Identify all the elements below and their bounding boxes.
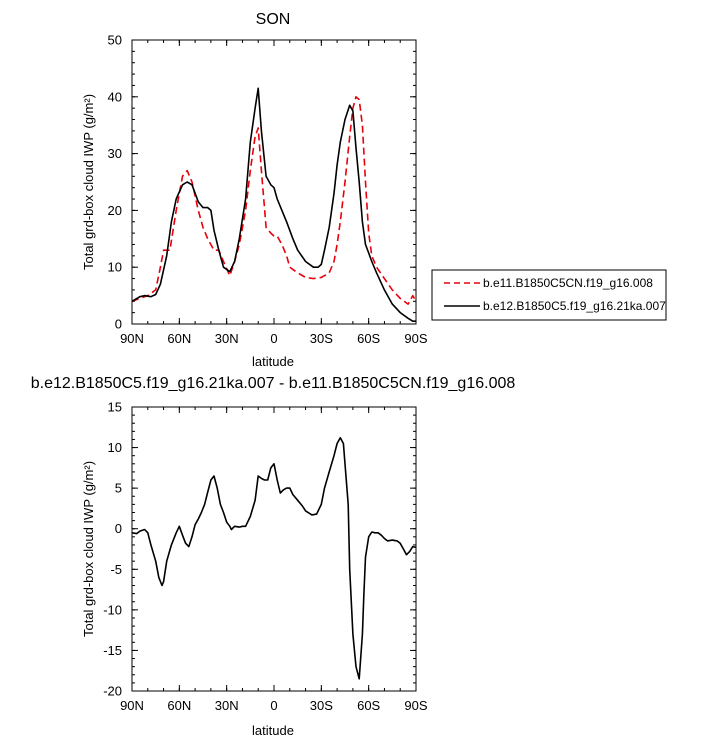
legend: b.e11.B1850C5CN.f19_g16.008 b.e12.B1850C…	[431, 269, 667, 321]
y-tick-label-top: 20	[108, 203, 122, 218]
series-group-top	[131, 87, 417, 323]
y-tick-label-bottom: -20	[103, 684, 122, 699]
y-tick-label-top: 0	[115, 317, 122, 332]
y-tick-label-bottom: -5	[110, 562, 122, 577]
series-group-bottom	[131, 436, 417, 680]
y-tick-label-bottom: 15	[108, 400, 122, 415]
x-axis-title-top: latitude	[252, 354, 294, 369]
x-tick-label-top: 30S	[310, 331, 333, 346]
legend-label-0: b.e11.B1850C5CN.f19_g16.008	[483, 276, 653, 290]
x-tick-label-top: 60S	[357, 331, 380, 346]
x-tick-label-bottom: 90S	[404, 698, 427, 713]
x-tick-label-top: 60N	[167, 331, 191, 346]
plot-frame-top	[131, 39, 417, 325]
y-tick-label-top: 10	[108, 260, 122, 275]
x-tick-label-top: 30N	[215, 331, 239, 346]
y-tick-label-top: 30	[108, 146, 122, 161]
series-line-top-1	[131, 87, 416, 323]
x-tick-label-top: 90S	[404, 331, 427, 346]
x-tick-label-bottom: 30S	[310, 698, 333, 713]
y-tick-label-top: 40	[108, 89, 122, 104]
plot-frame-bottom	[131, 406, 417, 692]
ticks-bottom: 90N 60N 30N 0 30S 60S 90S 15 10 5 0 -5 -10 -15 -20	[103, 400, 428, 714]
y-tick-label-bottom: 5	[115, 481, 122, 496]
panel-title-bottom: b.e12.B1850C5.f19_g16.21ka.007 - b.e11.B…	[31, 375, 516, 392]
bottom-panel: b.e12.B1850C5.f19_g16.21ka.007 - b.e11.B…	[31, 375, 516, 738]
x-axis-title-bottom: latitude	[252, 723, 294, 738]
y-tick-label-top: 50	[108, 33, 122, 48]
y-axis-title-bottom: Total grd-box cloud IWP (g/m²)	[81, 461, 96, 637]
x-tick-label-bottom: 30N	[215, 698, 239, 713]
x-tick-label-bottom: 0	[270, 698, 277, 713]
ticks-top: 90N 60N 30N 0 30S 60S 90S 0 10 20 30 40 50	[108, 33, 428, 347]
y-tick-label-bottom: 10	[108, 440, 122, 455]
y-tick-label-bottom: 0	[115, 521, 122, 536]
legend-box	[431, 269, 667, 321]
series-line-bottom-0	[131, 436, 417, 680]
x-tick-label-bottom: 60N	[167, 698, 191, 713]
x-tick-label-bottom: 60S	[357, 698, 380, 713]
x-tick-label-top: 90N	[120, 331, 144, 346]
series-line-top-0	[131, 96, 417, 305]
top-panel: SON 90N 60N 30N 0 30S 60S 90S 0 10 20 30 40 50 latit…	[81, 11, 428, 369]
x-tick-label-bottom: 90N	[120, 698, 144, 713]
y-tick-label-bottom: -10	[103, 602, 122, 617]
x-tick-label-top: 0	[270, 331, 277, 346]
panel-title-top: SON	[256, 11, 291, 28]
y-tick-label-bottom: -15	[103, 643, 122, 658]
legend-label-1: b.e12.B1850C5.f19_g16.21ka.007	[483, 299, 666, 313]
y-axis-title-top: Total grd-box cloud IWP (g/m²)	[81, 94, 96, 270]
